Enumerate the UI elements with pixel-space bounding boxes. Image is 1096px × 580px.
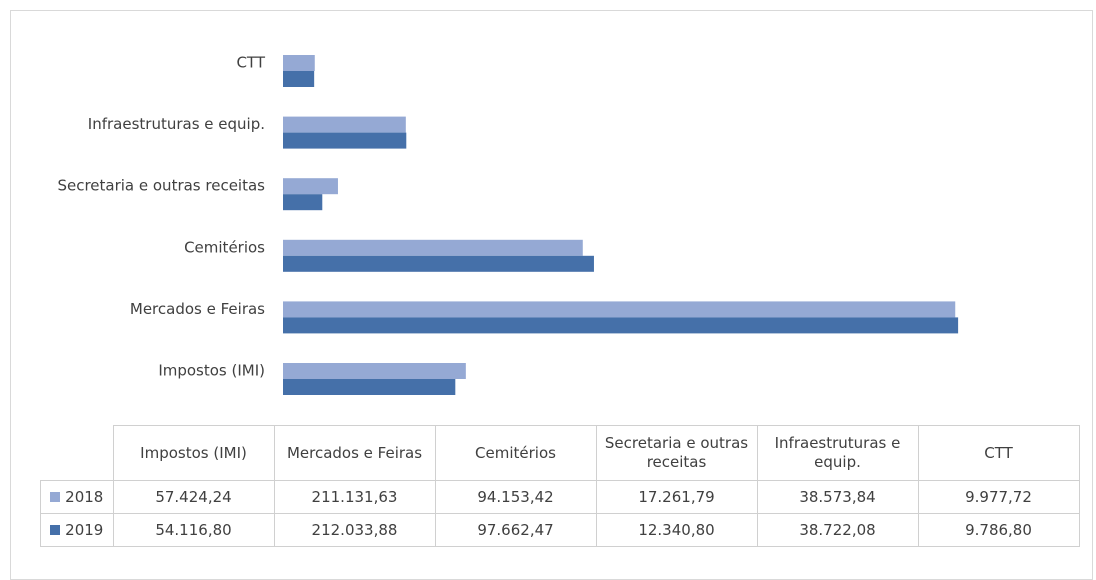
legend-key <box>50 525 61 535</box>
category-label: Impostos (IMI) <box>158 362 265 380</box>
value-cell: 211.131,63 <box>273 480 436 514</box>
column-header: Impostos (IMI) <box>112 425 275 481</box>
legend-label: 2019 <box>65 521 104 539</box>
bar <box>283 116 406 133</box>
column-header: Cemitérios <box>434 425 597 481</box>
column-header: Secretaria e outras receitas <box>595 425 758 481</box>
value-cell: 97.662,47 <box>434 513 597 547</box>
bar <box>283 239 583 256</box>
bar <box>283 194 323 211</box>
value-cell: 57.424,24 <box>112 480 275 514</box>
chart: Impostos (IMI) Mercados e Feiras Cemitério… <box>57 54 959 395</box>
table-row: 2019 54.116,80 212.033,88 97.662,47 12.340,8… <box>40 513 1080 547</box>
value-cell: 9.786,80 <box>917 513 1080 547</box>
value-cell: 17.261,79 <box>595 480 758 514</box>
bar <box>283 317 959 334</box>
legend-cell: 2018 <box>40 480 114 514</box>
bar <box>283 255 594 272</box>
category-label: Cemitérios <box>184 238 265 256</box>
bar <box>283 363 466 379</box>
value-cell: 94.153,42 <box>434 480 597 514</box>
column-header: Infraestruturas e equip. <box>756 425 919 481</box>
bar <box>283 71 315 87</box>
category-label: Infraestruturas e equip. <box>88 115 265 133</box>
value-cell: 54.116,80 <box>112 513 275 547</box>
legend-cell: 2019 <box>40 513 114 547</box>
page: Impostos (IMI) Mercados e Feiras Cemitério… <box>10 10 1093 580</box>
legend-label: 2018 <box>65 488 104 506</box>
category-label: Mercados e Feiras <box>130 300 265 318</box>
column-header: CTT <box>917 425 1080 481</box>
bar <box>283 55 315 71</box>
blank-cell <box>40 425 114 481</box>
value-cell: 12.340,80 <box>595 513 758 547</box>
value-cell: 212.033,88 <box>273 513 436 547</box>
data-table: Impostos (IMI) Mercados e Feiras Cemitério… <box>40 425 1080 547</box>
bar <box>283 178 338 195</box>
bar <box>283 301 956 318</box>
value-cell: 38.722,08 <box>756 513 919 547</box>
table-header: Impostos (IMI) Mercados e Feiras Cemitério… <box>40 425 1080 481</box>
bar <box>283 132 407 149</box>
category-label: Secretaria e outras receitas <box>57 177 265 195</box>
column-header: Mercados e Feiras <box>273 425 436 481</box>
bar <box>283 379 456 395</box>
legend-key <box>50 492 61 502</box>
table-row: 2018 57.424,24 211.131,63 94.153,42 17.261,7… <box>40 480 1080 514</box>
category-label: CTT <box>236 54 265 72</box>
value-cell: 38.573,84 <box>756 480 919 514</box>
value-cell: 9.977,72 <box>917 480 1080 514</box>
